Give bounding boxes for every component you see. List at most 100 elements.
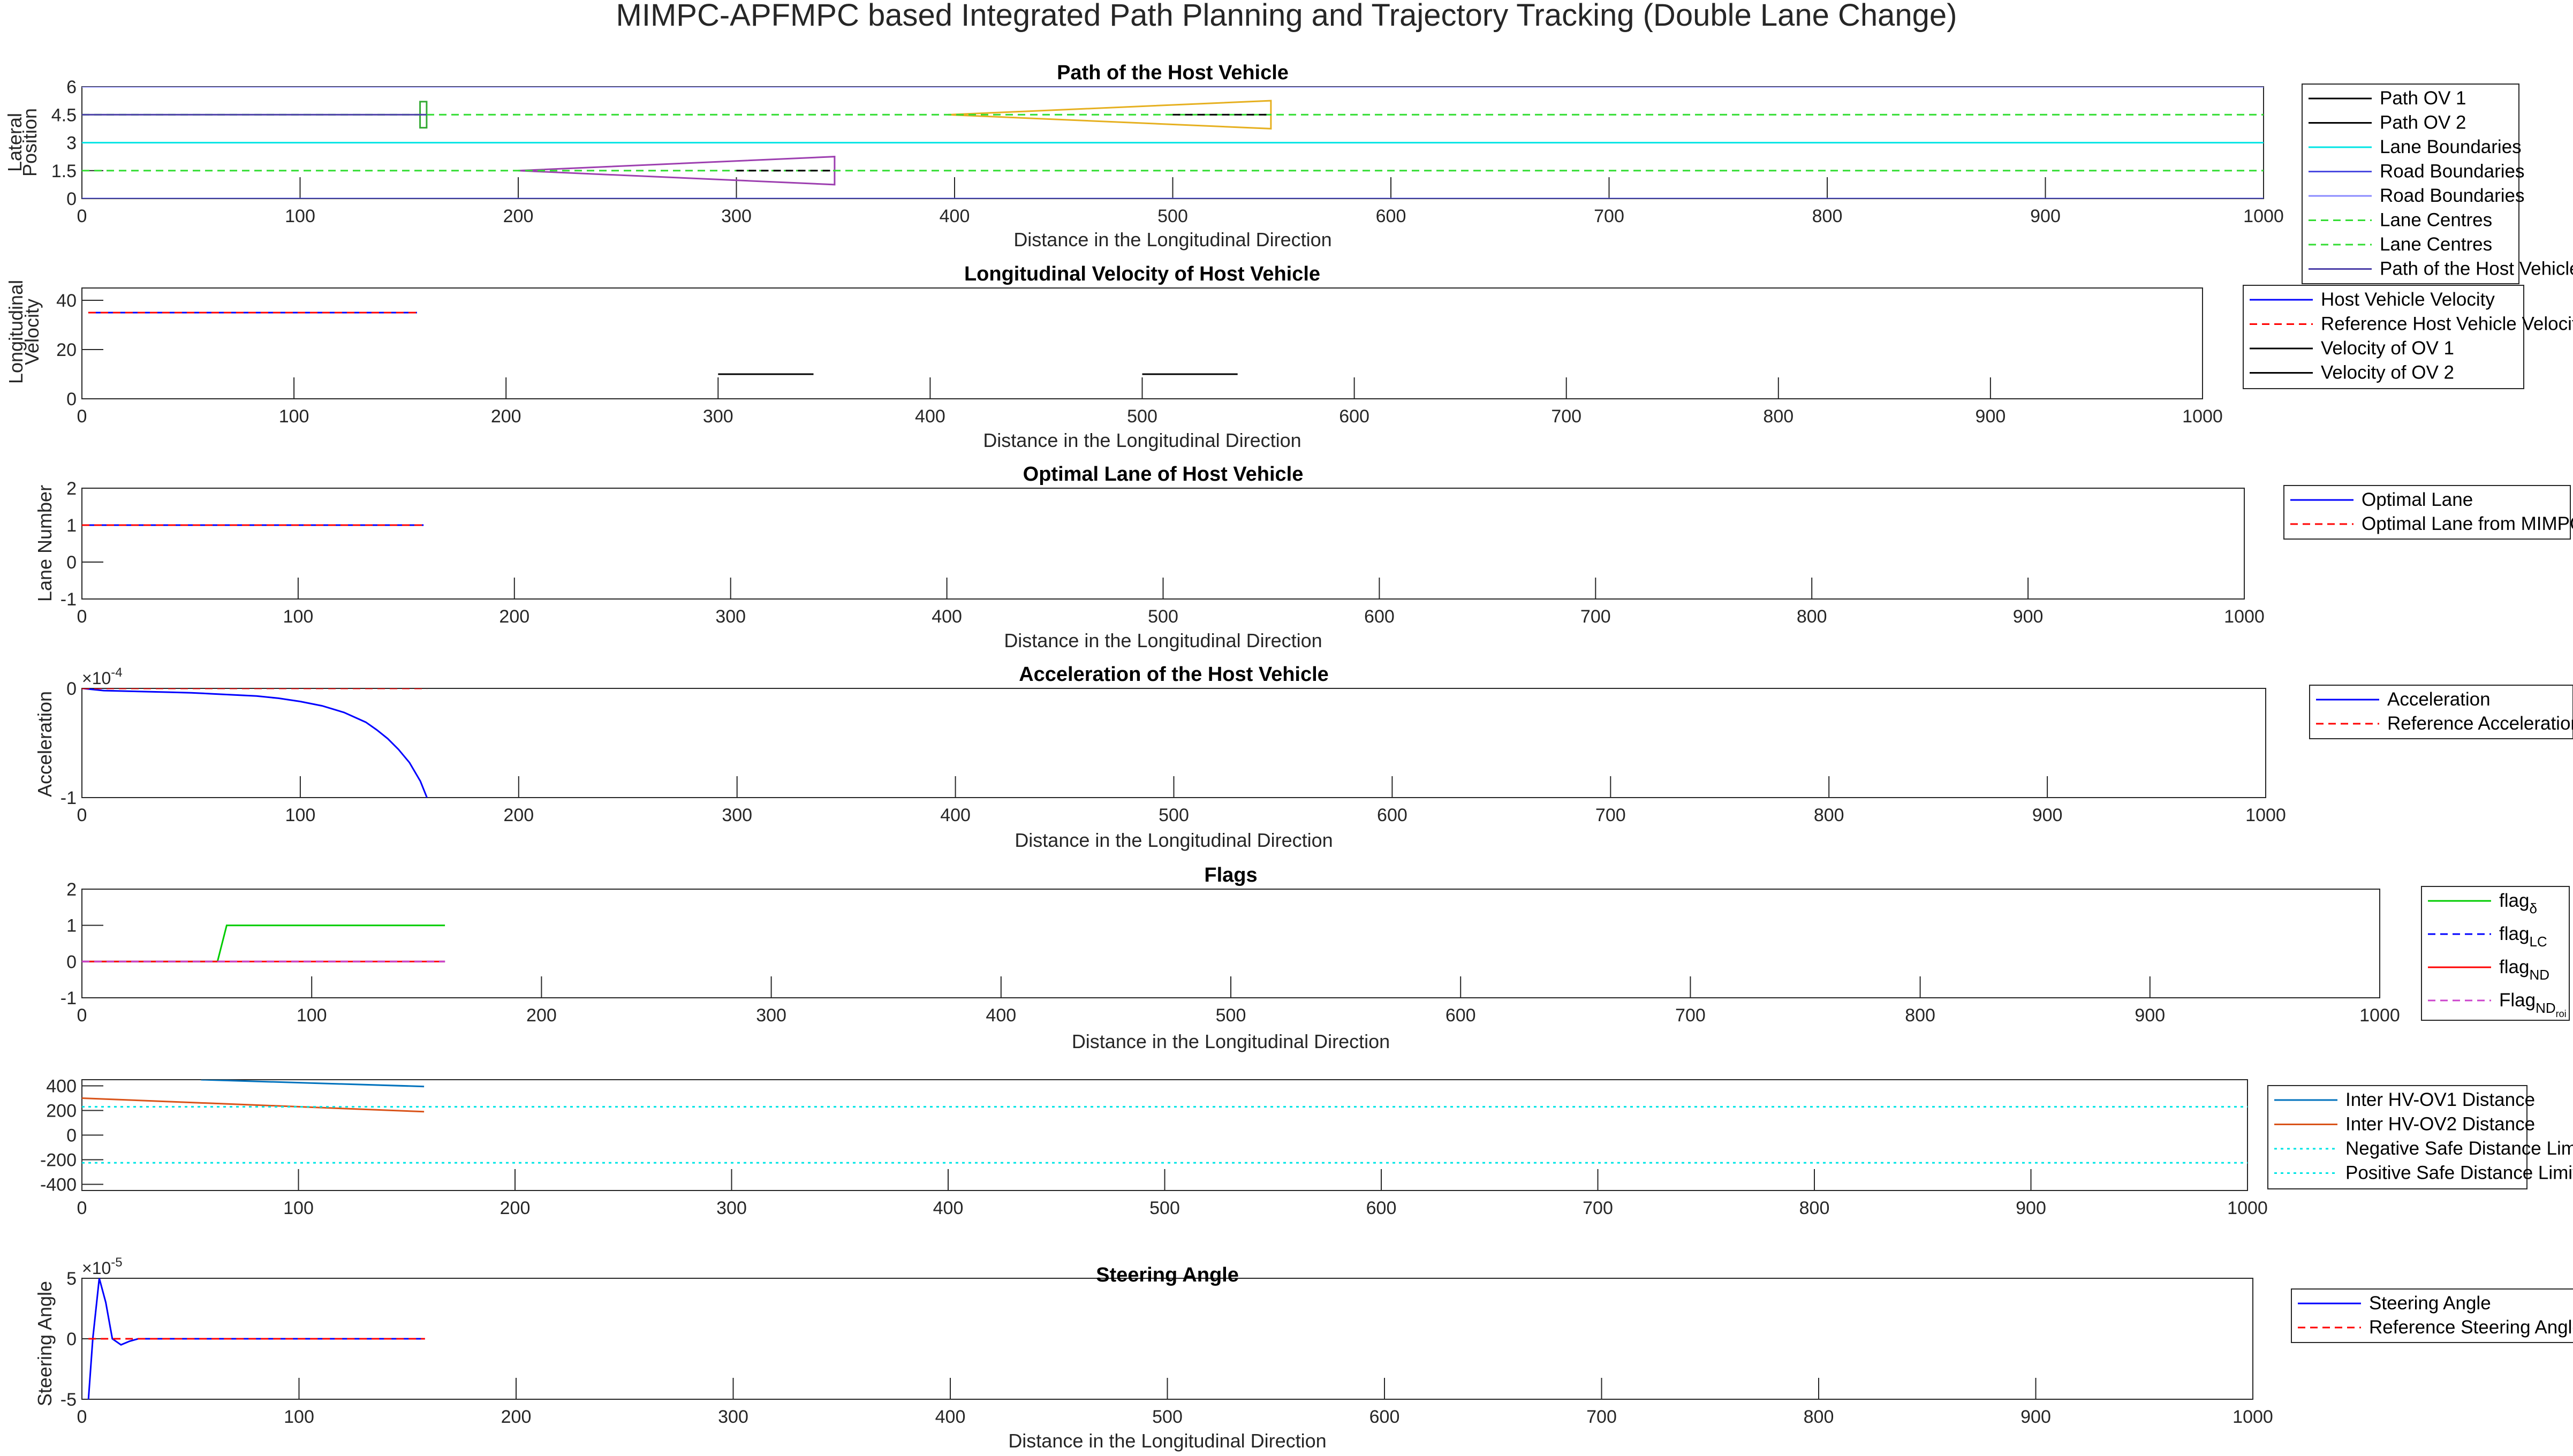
x-tick-label: 0	[77, 1407, 87, 1427]
x-tick-label: 900	[2030, 206, 2061, 226]
x-tick-label: 200	[491, 406, 521, 427]
x-tick-label: 100	[285, 805, 316, 825]
x-tick-label: 0	[77, 606, 87, 627]
series-group	[87, 1278, 425, 1399]
legend-box	[2421, 886, 2570, 1021]
legend: Path OV 1 Path OV 2 Lane Boundaries Road Bo…	[2302, 84, 2573, 284]
legend-entry: Acceleration	[2387, 689, 2491, 710]
x-tick-label: 500	[1159, 805, 1189, 825]
x-tick-label: 400	[915, 406, 945, 427]
y-tick-label: -5	[60, 1390, 77, 1410]
x-tick-label: 0	[77, 805, 87, 825]
y-tick-label: -400	[40, 1175, 77, 1195]
x-tick-label: 400	[932, 606, 962, 627]
x-tick-label: 1000	[2227, 1198, 2268, 1218]
x-tick-label: 100	[297, 1005, 327, 1026]
x-tick-label: 600	[1369, 1407, 1400, 1427]
x-tick-label: 400	[940, 206, 970, 226]
x-tick-label: 400	[940, 805, 971, 825]
legend-entry-subscript: ND	[2536, 1000, 2556, 1016]
axis-exponent-power: -5	[111, 1255, 122, 1270]
x-axis-label: Distance in the Longitudinal Direction	[1072, 1030, 1390, 1052]
legend-entry: Velocity of OV 2	[2321, 362, 2454, 383]
x-tick-label: 1000	[2224, 606, 2265, 627]
x-tick-label: 100	[279, 406, 309, 427]
x-tick-label: 0	[77, 1198, 87, 1218]
y-tick-label: 6	[66, 77, 77, 97]
x-tick-label: 100	[283, 1198, 314, 1218]
x-tick-label: 800	[1799, 1198, 1830, 1218]
x-tick-label: 600	[1364, 606, 1395, 627]
series-line-2	[82, 1097, 425, 1113]
x-tick-label: 900	[2020, 1407, 2051, 1427]
x-tick-label: 700	[1595, 805, 1626, 825]
x-tick-label: 600	[1446, 1005, 1476, 1026]
chart-title: Path of the Host Vehicle	[1057, 62, 1289, 84]
panel-4: Acceleration of the Host Vehicle 0 100 200 3…	[34, 663, 2573, 851]
panel-6: 0 100 200 300 400 500 600 700 800 900 1000 -400 -200…	[40, 1076, 2573, 1219]
y-tick-label: 0	[66, 552, 77, 573]
x-tick-label: 900	[2013, 606, 2044, 627]
y-tick-label: -1	[60, 589, 77, 610]
panel-3: Optimal Lane of Host Vehicle 0 100 200 300 40…	[34, 463, 2573, 651]
x-tick-label: 700	[1583, 1198, 1613, 1218]
legend-box	[2243, 285, 2524, 389]
x-tick-label: 200	[503, 206, 534, 226]
y-tick-label: 200	[46, 1101, 77, 1121]
y-tick-label: 5	[66, 1269, 77, 1289]
y-axis-label: Lateral	[4, 113, 26, 172]
x-tick-label: 500	[1149, 1198, 1180, 1218]
y-tick-label: 400	[46, 1076, 77, 1097]
legend-entry-subscript: LC	[2529, 934, 2547, 950]
y-tick-label: 2	[66, 479, 77, 499]
x-tick-label: 500	[1216, 1005, 1246, 1026]
x-tick-label: 700	[1586, 1407, 1617, 1427]
legend-entry: Optimal Lane	[2362, 489, 2473, 510]
panel-1: Path of the Host Vehicle 0 100 200 300 400 500…	[4, 62, 2573, 284]
x-tick-label: 500	[1157, 206, 1188, 226]
x-axis-label: Distance in the Longitudinal Direction	[1013, 229, 1331, 251]
x-tick-label: 400	[935, 1407, 966, 1427]
series-line-1	[201, 1080, 425, 1088]
x-tick-label: 600	[1376, 206, 1406, 226]
legend: Host Vehicle Velocity Reference Host Vehi…	[2243, 285, 2573, 389]
y-tick-label: 1	[66, 515, 77, 536]
y-tick-label: 0	[66, 1329, 77, 1349]
x-tick-label: 800	[1804, 1407, 1834, 1427]
axis-exponent-power: -4	[111, 665, 122, 680]
chart-title: Optimal Lane of Host Vehicle	[1023, 463, 1304, 486]
series-line-1	[82, 688, 428, 798]
x-tick-label: 0	[77, 1005, 87, 1026]
y-tick-label: 1.5	[51, 161, 77, 181]
x-tick-label: 800	[1812, 206, 1843, 226]
y-tick-label: 0	[66, 389, 77, 410]
legend-entry: Positive Safe Distance Limit	[2345, 1163, 2573, 1184]
legend-entry: Road Boundaries	[2380, 185, 2524, 206]
legend: Steering Angle Reference Steering Angle	[2291, 1288, 2573, 1343]
x-tick-label: 600	[1377, 805, 1407, 825]
y-axis-label: Longitudinal	[5, 280, 27, 384]
x-tick-label: 800	[1814, 805, 1844, 825]
x-tick-label: 100	[285, 206, 315, 226]
x-tick-label: 100	[283, 606, 314, 627]
x-tick-label: 600	[1366, 1198, 1397, 1218]
x-axis-label: Distance in the Longitudinal Direction	[1015, 829, 1333, 851]
x-tick-label: 200	[500, 1198, 531, 1218]
x-tick-label: 1000	[2243, 206, 2284, 226]
x-tick-label: 300	[718, 1407, 748, 1427]
x-tick-label: 800	[1905, 1005, 1935, 1026]
chart-title: Flags	[1204, 864, 1257, 886]
legend-entry: Path of the Host Vehicle	[2380, 259, 2573, 279]
y-tick-label: 0	[66, 952, 77, 972]
x-tick-label: 0	[77, 406, 87, 427]
x-tick-label: 300	[722, 805, 752, 825]
legend-entry: Steering Angle	[2369, 1293, 2491, 1314]
legend-entry: Reference Steering Angle	[2369, 1317, 2573, 1338]
chart-title: Steering Angle	[1096, 1264, 1239, 1286]
chart-title: Acceleration of the Host Vehicle	[1019, 663, 1329, 686]
legend-entry: Inter HV-OV1 Distance	[2345, 1089, 2535, 1110]
vehicle-shape-1	[419, 101, 428, 129]
series-group	[82, 87, 2264, 199]
chart-title: Longitudinal Velocity of Host Vehicle	[964, 263, 1320, 285]
